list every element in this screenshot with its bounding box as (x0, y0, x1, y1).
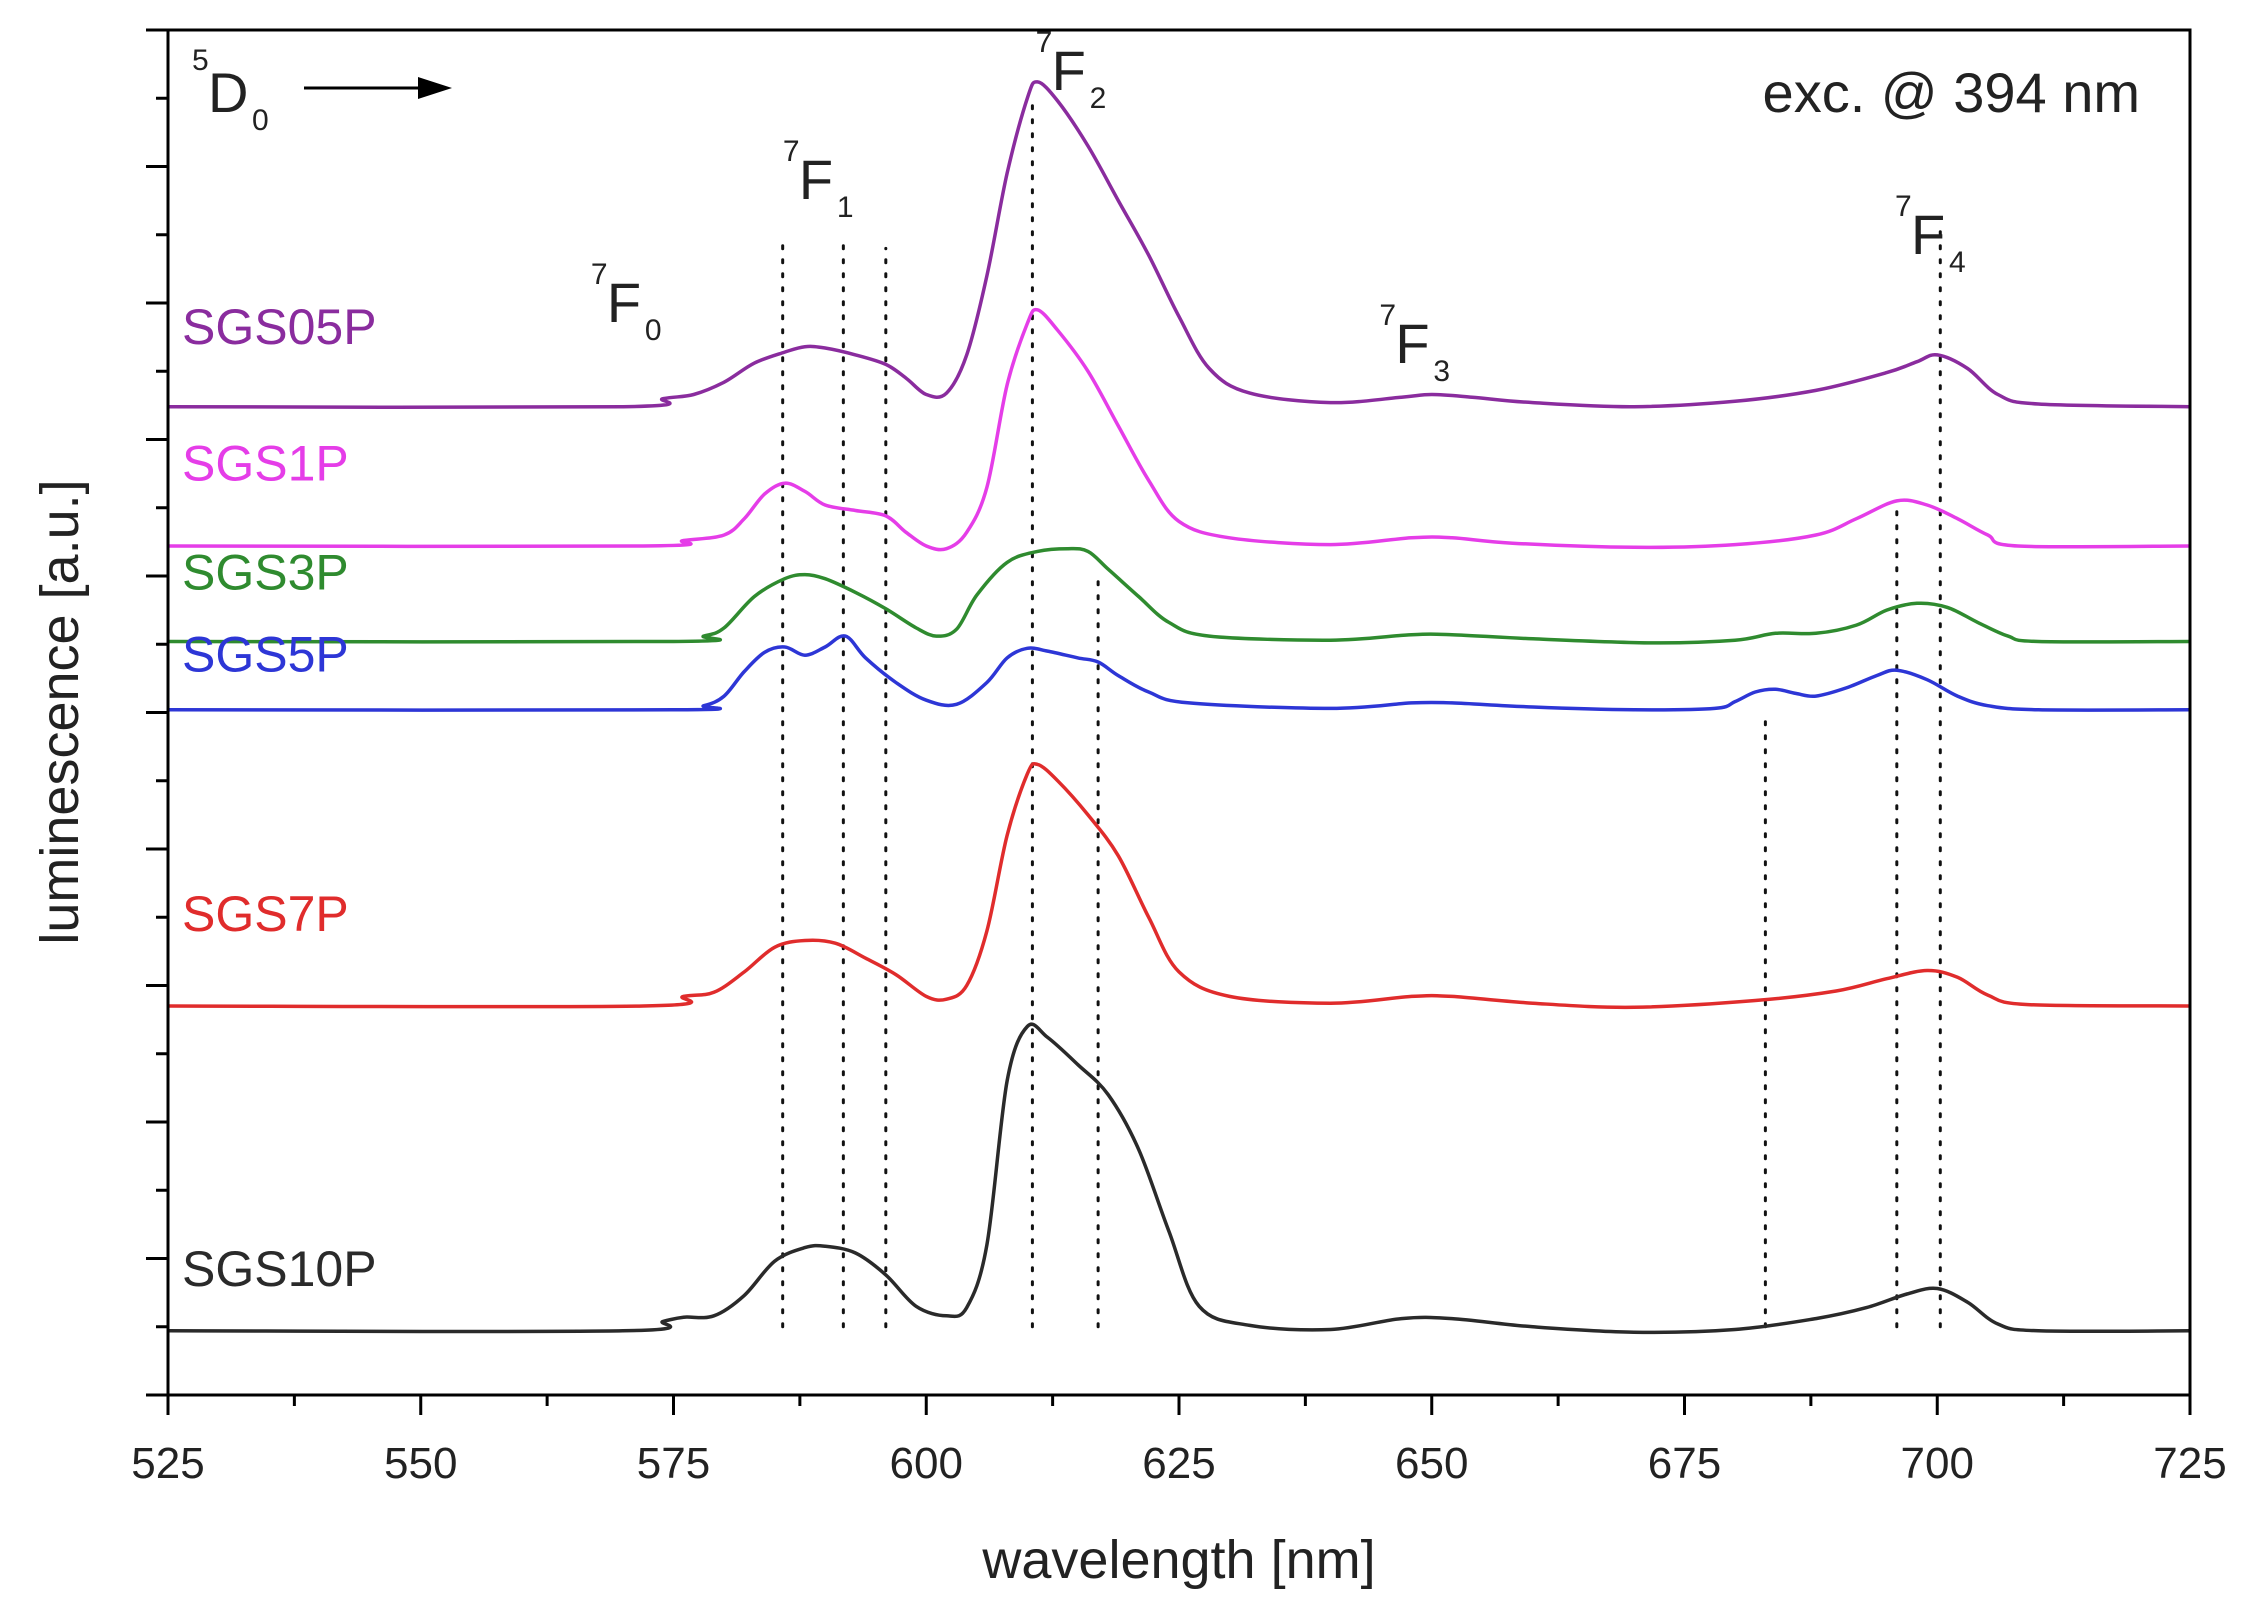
transition-sub: 0 (252, 104, 269, 137)
level-label-sub: 2 (1090, 82, 1107, 115)
level-label-sup: 7 (591, 258, 608, 291)
level-label-sup: 7 (1036, 26, 1053, 59)
transition-label: 5 D 0 (192, 44, 452, 137)
series-layer (167, 80, 2191, 1335)
level-label-sup: 7 (783, 135, 800, 168)
level-label-base: F (799, 148, 833, 211)
x-tick-label: 725 (2153, 1439, 2226, 1488)
x-tick-label: 650 (1395, 1439, 1468, 1488)
level-label-sub: 3 (1433, 355, 1450, 388)
x-tick-label: 525 (131, 1439, 204, 1488)
reference-lines (781, 96, 1942, 1329)
level-label-sub: 0 (645, 314, 662, 347)
axes-frame (166, 28, 2192, 1397)
series-labels: SGS05P SGS1P SGS3P SGS5P SGS7P SGS10P (182, 299, 377, 1297)
series-line-sgs5p (167, 634, 2191, 712)
series-line-sgs3p (167, 546, 2191, 645)
x-axis-ticks: 525 550 575 600 625 650 675 700 725 (131, 1395, 2227, 1488)
excitation-label: exc. @ 394 nm (1763, 61, 2140, 124)
y-axis-ticks (146, 28, 168, 1397)
x-tick-label: 625 (1142, 1439, 1215, 1488)
level-label-sub: 4 (1949, 246, 1966, 279)
x-tick-label: 600 (890, 1439, 963, 1488)
x-tick-label: 575 (637, 1439, 710, 1488)
series-label-sgs7p: SGS7P (182, 886, 349, 942)
level-label-base: F (1911, 203, 1945, 266)
level-label-sup: 7 (1895, 190, 1912, 223)
series-line-sgs10p (167, 1022, 2191, 1335)
series-label-sgs05p: SGS05P (182, 299, 377, 355)
series-label-sgs5p: SGS5P (182, 627, 349, 683)
series-line-sgs1p (167, 307, 2191, 552)
series-label-sgs10p: SGS10P (182, 1241, 377, 1297)
level-label-base: F (607, 271, 641, 334)
series-line-sgs05p (167, 80, 2191, 410)
transition-base: D (208, 61, 248, 124)
series-line-sgs7p (167, 761, 2191, 1010)
transition-arrow-head (418, 77, 452, 99)
level-label-sub: 1 (837, 191, 854, 224)
level-label-sup: 7 (1379, 299, 1396, 332)
x-tick-label: 675 (1648, 1439, 1721, 1488)
level-label-base: F (1052, 39, 1086, 102)
plot-frame (166, 28, 2192, 1397)
level-labels: 7 F 07 F 17 F 27 F 37 F 4 (591, 26, 1966, 388)
series-label-sgs1p: SGS1P (182, 435, 349, 491)
level-label-base: F (1395, 312, 1429, 375)
series-label-sgs3p: SGS3P (182, 545, 349, 601)
x-tick-label: 550 (384, 1439, 457, 1488)
x-axis-label: wavelength [nm] (981, 1530, 1375, 1590)
y-axis-label: luminescence [a.u.] (30, 479, 90, 944)
transition-sup: 5 (192, 44, 209, 77)
x-tick-label: 700 (1901, 1439, 1974, 1488)
